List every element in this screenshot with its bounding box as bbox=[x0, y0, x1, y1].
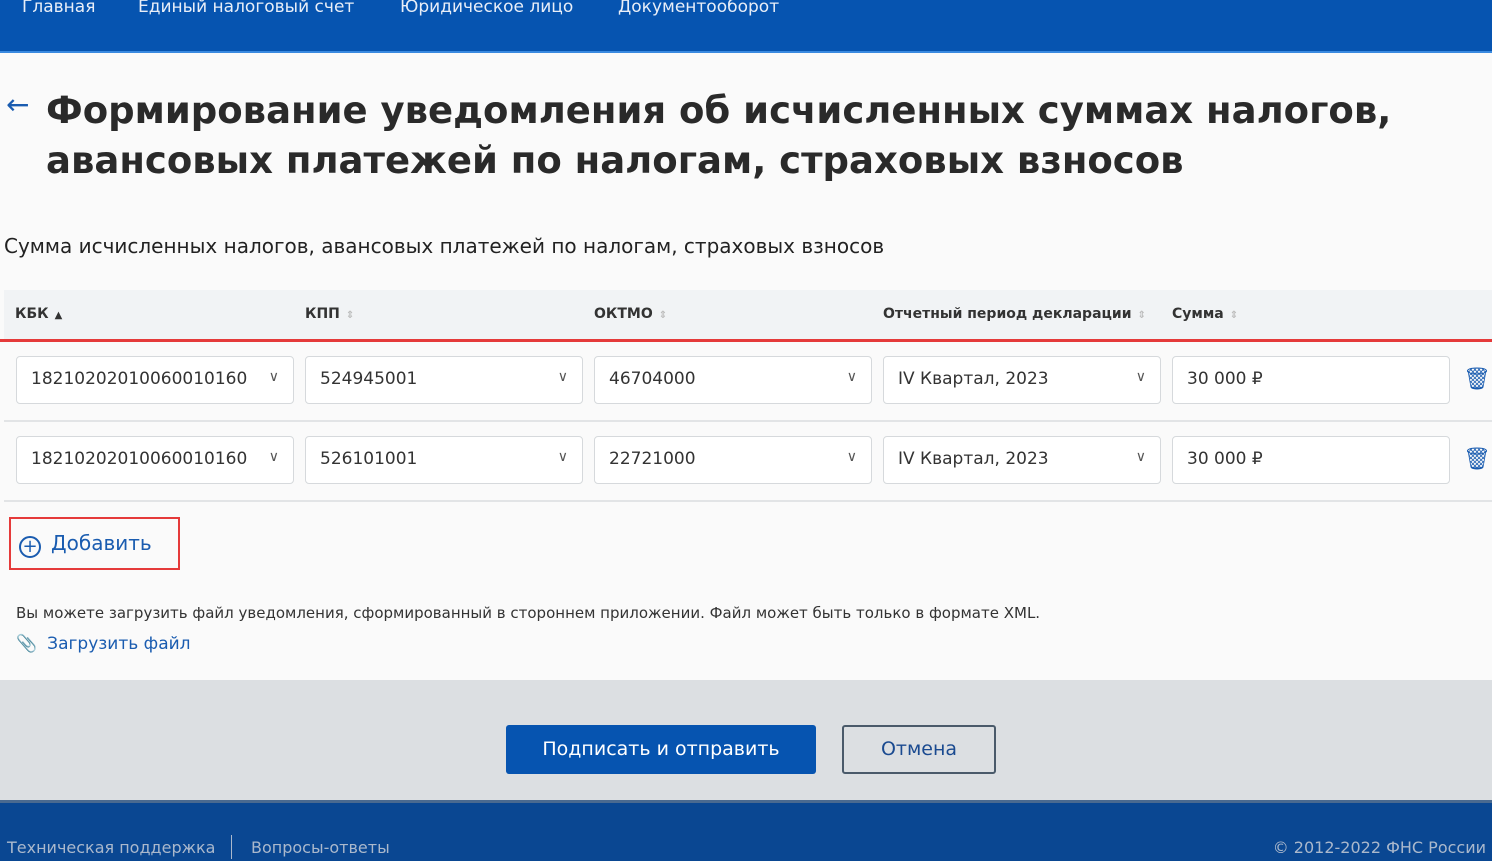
upload-file-link[interactable]: 📎 Загрузить файл bbox=[16, 634, 191, 654]
period-select[interactable]: IV Квартал, 2023 ∨ bbox=[883, 436, 1161, 484]
chevron-down-icon: ∨ bbox=[268, 369, 279, 385]
sign-and-send-button[interactable]: Подписать и отправить bbox=[506, 725, 816, 774]
table-row bbox=[4, 342, 1492, 422]
sum-input[interactable]: 30 000 ₽ bbox=[1172, 436, 1450, 484]
sum-input[interactable]: 30 000 ₽ bbox=[1172, 356, 1450, 404]
kbk-select[interactable]: 18210202010060010160 ∨ bbox=[16, 436, 294, 484]
sort-asc-icon: ▲ bbox=[54, 310, 63, 321]
header-kbk[interactable]: КБК ▲ bbox=[15, 306, 63, 322]
page-title: Формирование уведомления об исчисленных … bbox=[46, 89, 1392, 182]
nav-ens[interactable]: Единый налоговый счет bbox=[138, 0, 355, 17]
sort-icon: ⇕ bbox=[1229, 310, 1239, 321]
support-link[interactable]: Техническая поддержка bbox=[7, 838, 216, 857]
nav-documents[interactable]: Документооборот bbox=[618, 0, 780, 17]
header-period[interactable]: Отчетный период декларации ⇕ bbox=[883, 306, 1146, 322]
chevron-down-icon: ∨ bbox=[557, 449, 568, 465]
faq-link[interactable]: Вопросы-ответы bbox=[251, 838, 390, 857]
kpp-select[interactable]: 524945001 ∨ bbox=[305, 356, 583, 404]
period-select[interactable]: IV Квартал, 2023 ∨ bbox=[883, 356, 1161, 404]
sort-icon: ⇕ bbox=[345, 310, 355, 321]
trash-icon[interactable]: 🗑 bbox=[1463, 367, 1491, 392]
header-oktmo[interactable]: ОКТМО ⇕ bbox=[594, 306, 668, 322]
trash-icon[interactable]: 🗑 bbox=[1463, 447, 1491, 472]
chevron-down-icon: ∨ bbox=[557, 369, 568, 385]
divider bbox=[231, 835, 232, 859]
chevron-down-icon: ∨ bbox=[846, 369, 857, 385]
sort-icon: ⇕ bbox=[658, 310, 668, 321]
oktmo-select[interactable]: 22721000 ∨ bbox=[594, 436, 872, 484]
kpp-select[interactable]: 526101001 ∨ bbox=[305, 436, 583, 484]
kbk-select[interactable]: 18210202010060010160 ∨ bbox=[16, 356, 294, 404]
footer: Техническая поддержка Вопросы-ответы © 2… bbox=[0, 800, 1492, 861]
upload-note: Вы можете загрузить файл уведомления, сф… bbox=[16, 604, 1041, 622]
highlight-line bbox=[0, 339, 1492, 342]
paperclip-icon: 📎 bbox=[16, 634, 38, 654]
nav-home[interactable]: Главная bbox=[22, 0, 96, 17]
add-row-button[interactable]: + Добавить bbox=[9, 517, 180, 570]
top-navigation: Главная Единый налоговый счет Юридическо… bbox=[0, 0, 1492, 53]
chevron-down-icon: ∨ bbox=[1135, 449, 1146, 465]
nav-legal-entity[interactable]: Юридическое лицо bbox=[400, 0, 574, 17]
chevron-down-icon: ∨ bbox=[268, 449, 279, 465]
sort-icon: ⇕ bbox=[1137, 310, 1146, 321]
table-header bbox=[4, 290, 1492, 340]
table-row bbox=[4, 422, 1492, 502]
chevron-down-icon: ∨ bbox=[846, 449, 857, 465]
header-kpp[interactable]: КПП ⇕ bbox=[305, 306, 355, 322]
section-title: Сумма исчисленных налогов, авансовых пла… bbox=[4, 234, 885, 258]
copyright: © 2012-2022 ФНС России bbox=[1272, 838, 1486, 857]
chevron-down-icon: ∨ bbox=[1135, 369, 1146, 385]
back-arrow-icon[interactable]: ← bbox=[6, 88, 30, 121]
cancel-button[interactable]: Отмена bbox=[842, 725, 996, 774]
oktmo-select[interactable]: 46704000 ∨ bbox=[594, 356, 872, 404]
plus-circle-icon: + bbox=[19, 536, 41, 558]
header-sum[interactable]: Сумма ⇕ bbox=[1172, 306, 1239, 322]
